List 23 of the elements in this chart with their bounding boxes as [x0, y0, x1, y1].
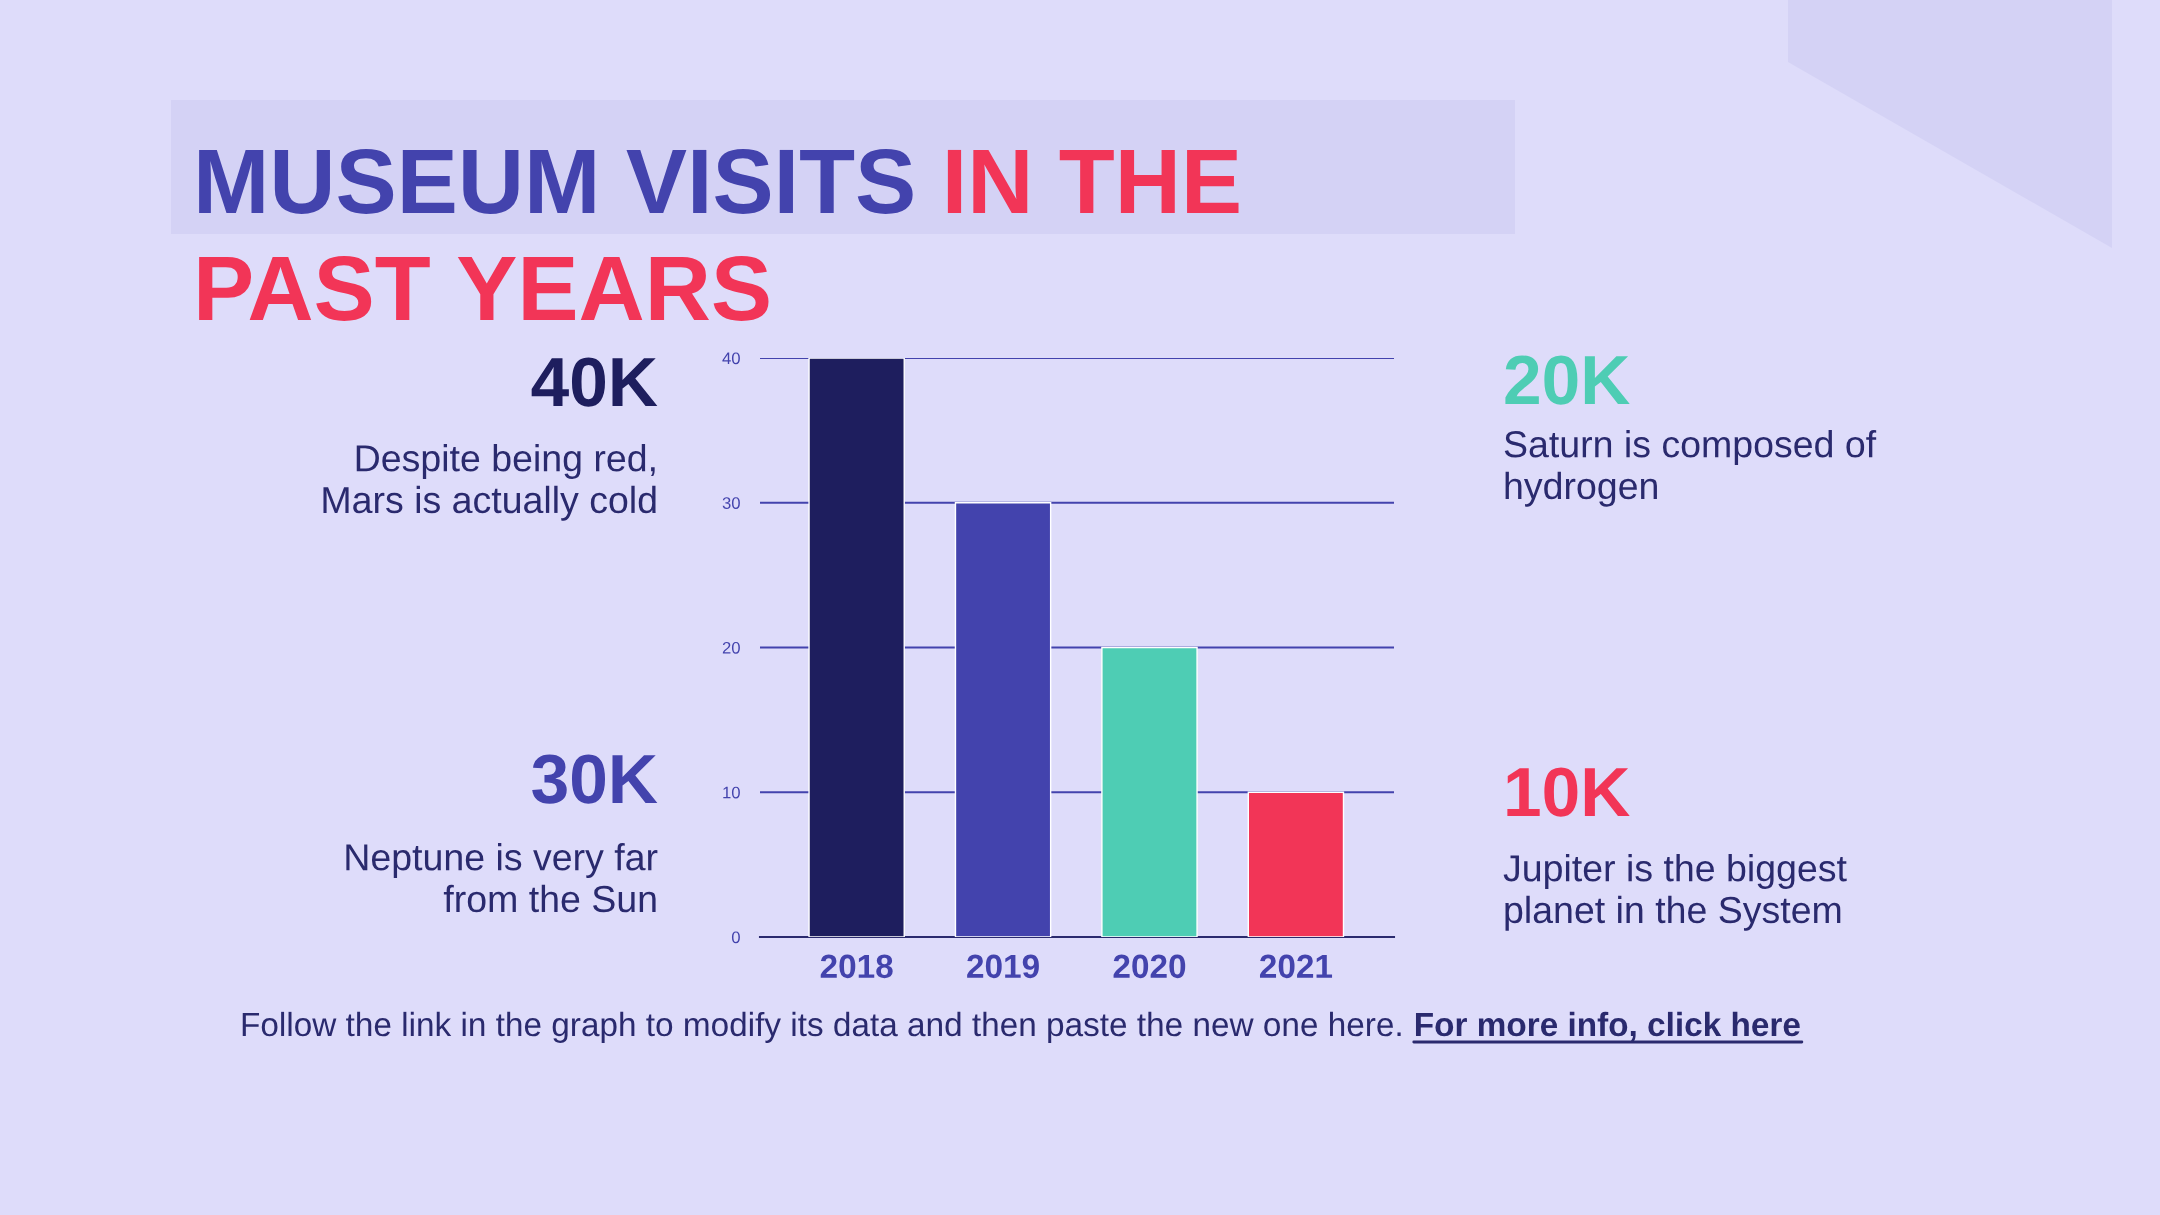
bar	[808, 358, 905, 937]
text: 30K	[532, 754, 658, 804]
x-tick-label: 2018	[820, 954, 893, 979]
y-tick-label: 0	[731, 931, 740, 944]
x-tick-label: 2020	[1113, 954, 1186, 979]
bar	[1247, 791, 1345, 937]
y-tick-label: 10	[723, 786, 740, 799]
text: 20K	[1505, 355, 1630, 405]
text: Saturn is composed of hydrogen	[1504, 430, 1877, 507]
chart-title: MUSEUM VISITS IN THE PAST YEARS	[199, 148, 1239, 321]
y-tick-label: 40	[722, 352, 740, 365]
text: Follow the link in the graph to modify its data and then paste the new one here.	[242, 1011, 1401, 1043]
text: 10K	[1507, 767, 1630, 817]
bar	[1101, 646, 1198, 937]
text: Despite being red, Mars is actually cold	[323, 444, 656, 521]
y-tick-label: 30	[722, 497, 740, 509]
text: Neptune is very far from the Sun	[346, 843, 658, 913]
text: Jupiter is the biggest planet in the System	[1503, 854, 1847, 931]
text: 40K	[531, 357, 658, 407]
text: For more info, click here	[1415, 1011, 1800, 1042]
x-tick-label: 2019	[967, 954, 1039, 979]
x-tick-label: 2021	[1259, 954, 1333, 979]
y-tick-label: 20	[722, 641, 740, 654]
